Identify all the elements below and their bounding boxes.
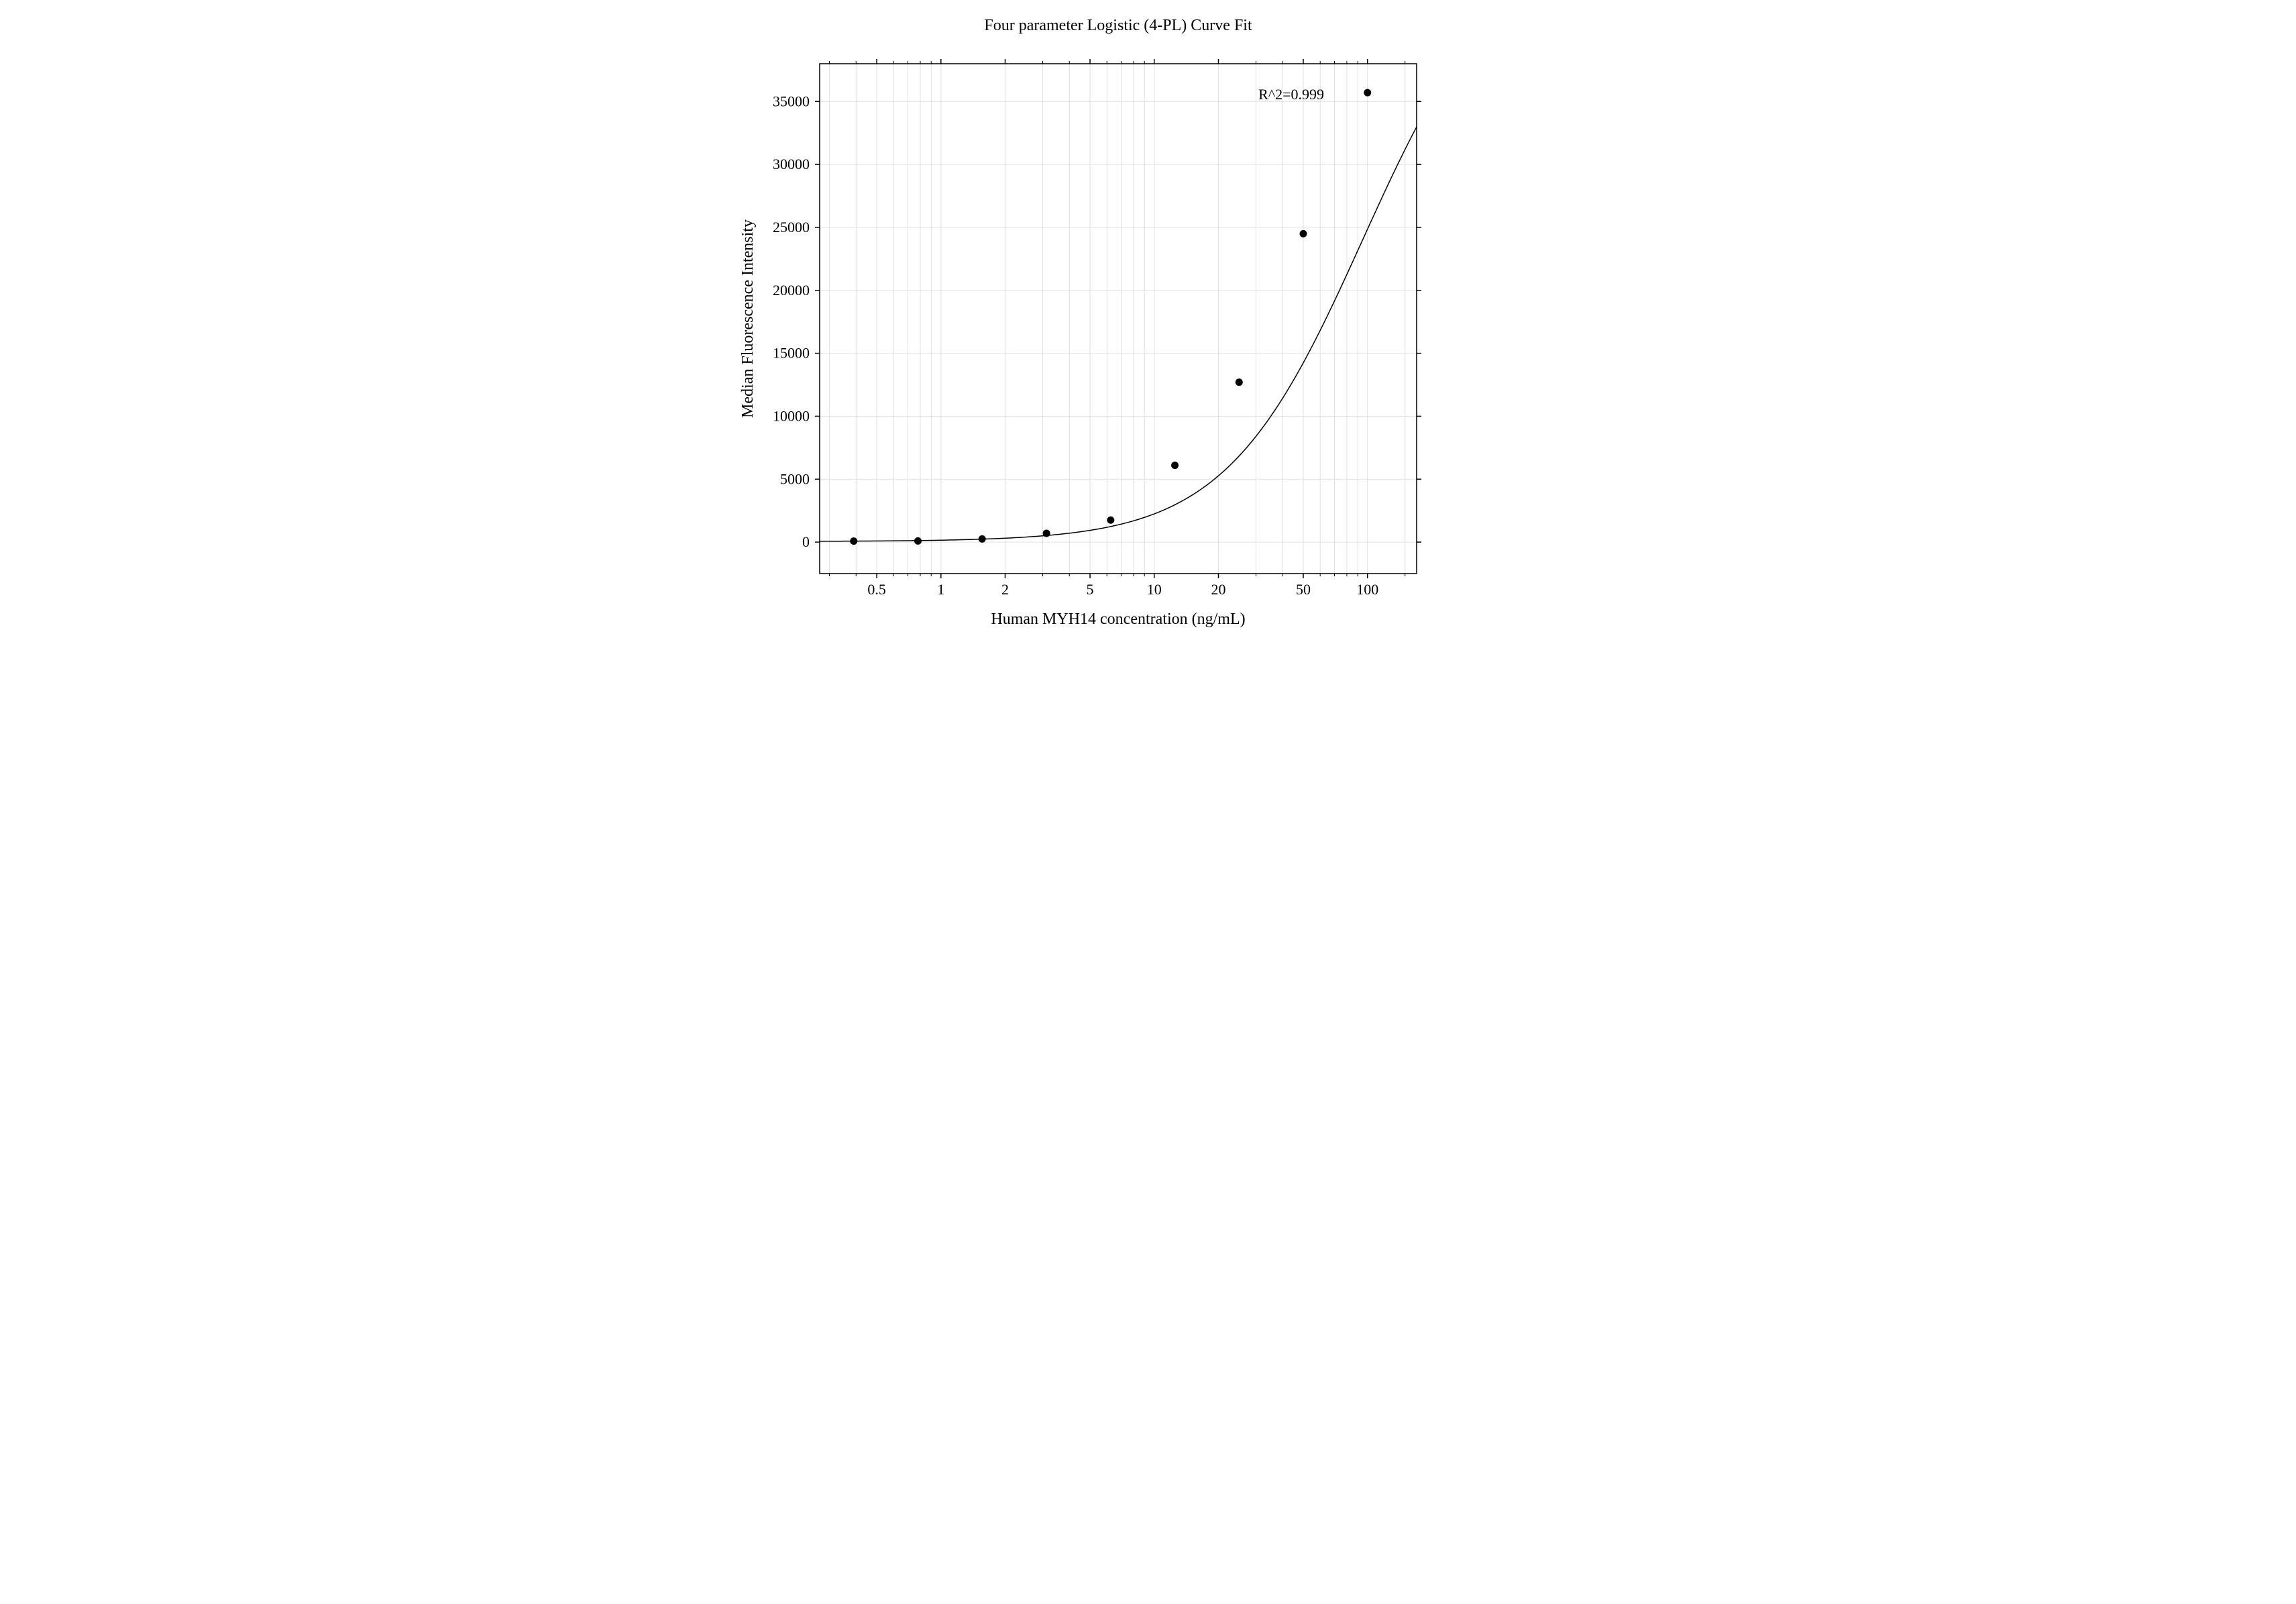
data-point xyxy=(850,537,857,545)
x-tick-label: 100 xyxy=(1356,581,1378,598)
plot-area xyxy=(820,64,1417,574)
y-tick-label: 15000 xyxy=(773,345,810,362)
x-tick-label: 5 xyxy=(1086,581,1093,598)
x-tick-label: 0.5 xyxy=(867,581,886,598)
x-tick-label: 50 xyxy=(1296,581,1311,598)
y-tick-label: 10000 xyxy=(773,407,810,424)
data-point xyxy=(978,535,985,543)
r-squared-annotation: R^2=0.999 xyxy=(1258,86,1324,103)
data-point xyxy=(1171,462,1179,469)
y-tick-label: 25000 xyxy=(773,219,810,235)
data-point xyxy=(1364,89,1371,97)
chart-svg: 0.5 1 2 5 10 20 50 100 0 5000 10000 15000 20000 25000… xyxy=(632,0,1665,722)
y-tick-label: 0 xyxy=(802,533,810,550)
data-point xyxy=(1042,529,1050,537)
data-point xyxy=(1299,230,1307,237)
x-tick-label: 2 xyxy=(1001,581,1009,598)
data-point xyxy=(1107,517,1114,524)
x-tick-label: 10 xyxy=(1146,581,1161,598)
x-tick-label: 20 xyxy=(1211,581,1225,598)
chart-title: Four parameter Logistic (4-PL) Curve Fit xyxy=(984,17,1252,34)
y-axis-label: Median Fluorescence Intensity xyxy=(739,219,757,418)
y-tick-label: 5000 xyxy=(780,470,810,487)
data-point xyxy=(914,537,921,545)
x-tick-label: 1 xyxy=(937,581,944,598)
y-tick-label: 20000 xyxy=(773,282,810,299)
y-tick-label: 30000 xyxy=(773,156,810,172)
y-tick-label: 35000 xyxy=(773,93,810,109)
data-point xyxy=(1235,378,1242,386)
chart-container: 0.5 1 2 5 10 20 50 100 0 5000 10000 15000 20000 25000… xyxy=(632,0,1665,722)
x-axis-label: Human MYH14 concentration (ng/mL) xyxy=(991,610,1245,628)
